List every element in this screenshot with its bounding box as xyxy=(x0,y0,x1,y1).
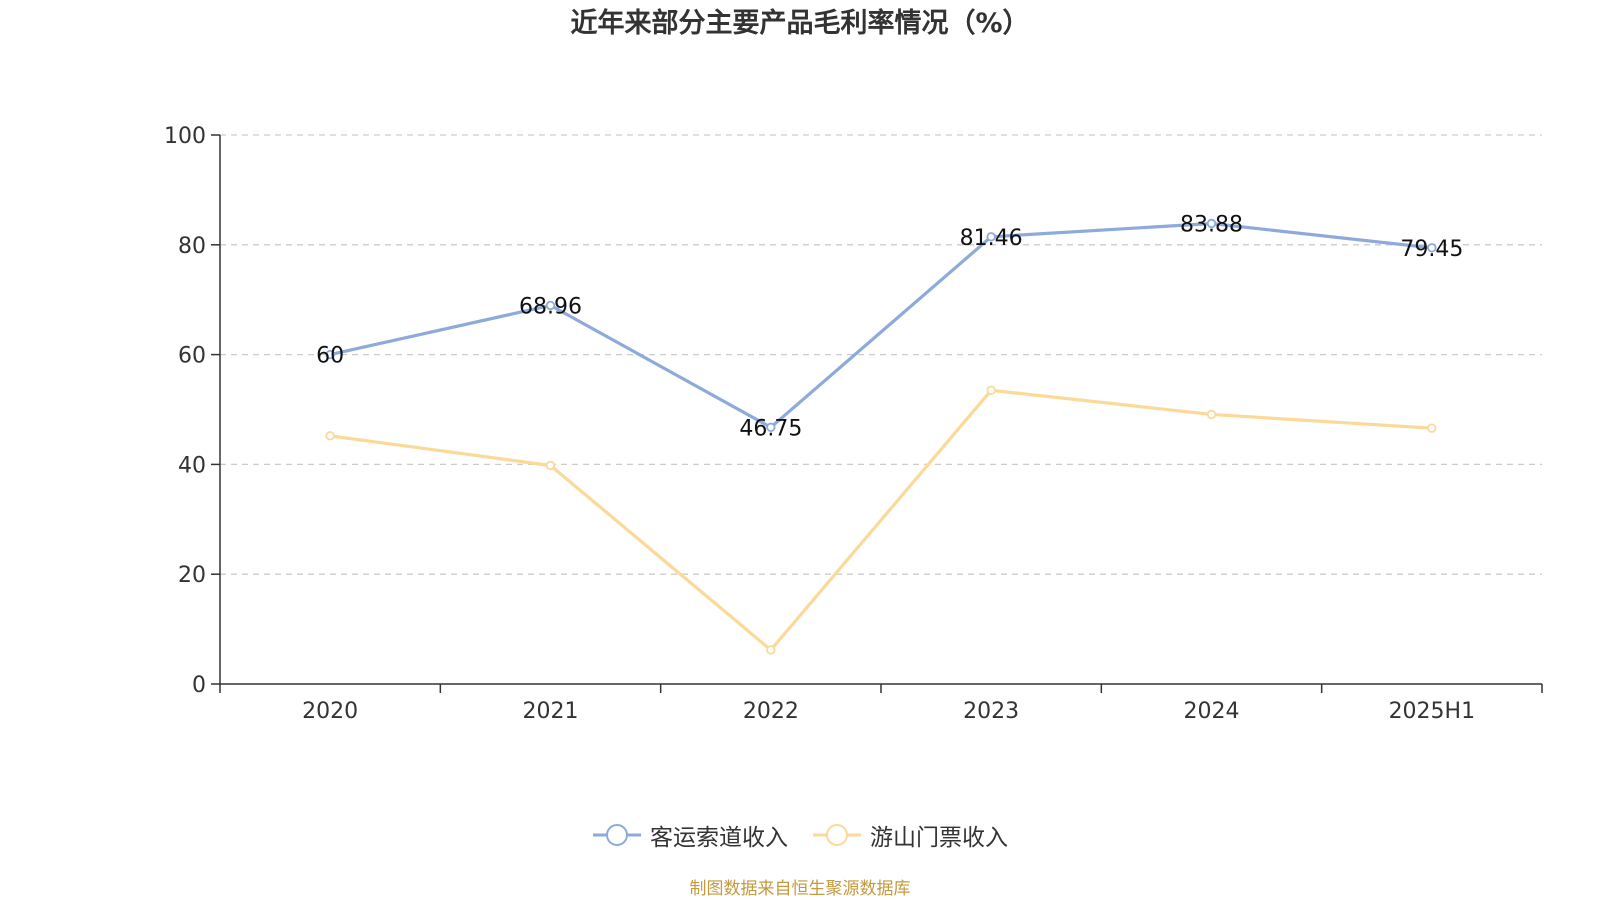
x-tick-label: 2023 xyxy=(963,699,1019,724)
legend: 客运索道收入 游山门票收入 xyxy=(0,818,1600,852)
legend-swatch-icon xyxy=(813,824,861,846)
y-tick-label: 100 xyxy=(164,124,206,149)
source-note: 制图数据来自恒生聚源数据库 xyxy=(689,879,911,899)
data-point xyxy=(325,349,335,360)
series-line-0 xyxy=(328,221,1434,429)
legend-item[interactable]: 游山门票收入 xyxy=(812,818,1008,852)
y-tick-label: 20 xyxy=(178,563,206,588)
x-tick-label: 2025H1 xyxy=(1389,699,1476,724)
data-point xyxy=(1206,409,1217,420)
data-point xyxy=(986,232,996,242)
data-point xyxy=(766,422,776,433)
y-tick-label: 80 xyxy=(178,234,206,259)
legend-label: 客运索道收入 xyxy=(650,825,788,851)
data-label: 46.75 xyxy=(739,416,802,441)
data-point xyxy=(325,431,335,441)
chart-title: 近年来部分主要产品毛利率情况（%） xyxy=(570,8,1030,39)
data-label: 60 xyxy=(316,344,344,369)
data-labels: 60 68.96 46.75 81.46 83.88 79.45 xyxy=(316,212,1463,441)
y-tick-label: 60 xyxy=(178,344,206,369)
data-point xyxy=(1427,423,1437,433)
legend-label: 游山门票收入 xyxy=(870,825,1008,851)
x-tick-label: 2021 xyxy=(523,699,579,724)
data-point xyxy=(986,385,996,395)
data-label: 81.46 xyxy=(960,226,1023,251)
x-tick-label: 2024 xyxy=(1184,699,1240,724)
data-label: 68.96 xyxy=(519,294,582,319)
x-tick-label: 2020 xyxy=(302,699,358,724)
x-tick-label: 2022 xyxy=(743,699,799,724)
legend-swatch-icon xyxy=(593,824,641,846)
axes: 0 20 40 60 80 100 2020 2021 2022 2023 2024 2025H1 xyxy=(164,124,1543,724)
data-point xyxy=(545,460,556,471)
grid-lines xyxy=(220,134,1542,575)
legend-item[interactable]: 客运索道收入 xyxy=(592,818,788,852)
series-line-1 xyxy=(328,388,1434,652)
y-tick-label: 0 xyxy=(192,673,206,698)
data-point xyxy=(1427,243,1437,253)
data-label: 79.45 xyxy=(1400,237,1463,262)
series-lines xyxy=(325,218,1437,655)
data-label: 83.88 xyxy=(1180,212,1243,237)
data-point xyxy=(545,300,556,311)
y-tick-label: 40 xyxy=(178,453,206,478)
data-point xyxy=(766,645,776,655)
data-point xyxy=(1206,218,1217,229)
